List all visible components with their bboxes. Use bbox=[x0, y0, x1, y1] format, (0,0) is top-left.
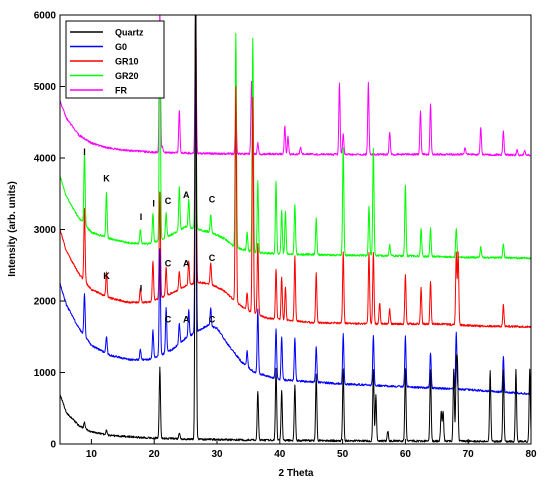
x-tick-label: 70 bbox=[463, 449, 475, 460]
peak-annotation: I bbox=[140, 284, 143, 294]
y-tick-label: 0 bbox=[50, 440, 56, 451]
peak-annotation: A bbox=[183, 190, 190, 200]
y-tick-label: 1000 bbox=[34, 368, 57, 379]
peak-annotation: C bbox=[165, 196, 172, 206]
y-axis-title: Intensity (arb. units) bbox=[7, 181, 18, 277]
legend-label: Quartz bbox=[115, 28, 144, 38]
peak-annotation: A bbox=[183, 259, 190, 269]
y-tick-label: 2000 bbox=[34, 297, 57, 308]
peak-annotation: K bbox=[103, 271, 110, 281]
y-tick-label: 3000 bbox=[34, 225, 57, 236]
peak-annotation: I bbox=[83, 147, 86, 157]
legend-box bbox=[65, 20, 165, 99]
series-line-gr10 bbox=[60, 15, 531, 329]
series-line-gr20 bbox=[60, 15, 531, 260]
x-axis-title: 2 Theta bbox=[278, 468, 313, 479]
y-tick-label: 6000 bbox=[34, 11, 57, 22]
peak-annotation: I bbox=[152, 199, 155, 209]
peak-annotation: C bbox=[209, 253, 216, 263]
peak-annotation: C bbox=[209, 194, 216, 204]
y-tick-label: 4000 bbox=[34, 154, 57, 165]
peak-annotation: I bbox=[140, 212, 143, 222]
series-line-g0 bbox=[60, 45, 531, 396]
x-tick-label: 30 bbox=[211, 449, 223, 460]
legend: Quartz G0 GR10 GR20 FR bbox=[65, 20, 165, 99]
legend-label: GR20 bbox=[115, 71, 139, 81]
x-tick-label: 50 bbox=[337, 449, 349, 460]
x-tick-label: 20 bbox=[149, 449, 161, 460]
x-tick-label: 80 bbox=[525, 449, 537, 460]
peak-annotation: C bbox=[209, 314, 216, 324]
y-tick-label: 5000 bbox=[34, 82, 57, 93]
x-tick-label: 40 bbox=[274, 449, 286, 460]
series-line-quartz bbox=[60, 15, 531, 443]
peak-annotation: C bbox=[165, 314, 172, 324]
peak-annotation: A bbox=[183, 314, 190, 324]
series-line-fr bbox=[60, 15, 531, 157]
x-tick-label: 10 bbox=[86, 449, 98, 460]
legend-label: FR bbox=[115, 86, 127, 96]
peak-annotation: C bbox=[165, 259, 172, 269]
axis-ticks: 10 20 30 40 50 60 70 80 0 1000 2000 3000 4000 5000 600… bbox=[34, 11, 537, 461]
legend-label: GR10 bbox=[115, 57, 139, 67]
peak-annotation: K bbox=[103, 174, 110, 184]
legend-label: G0 bbox=[115, 42, 127, 52]
series-layer bbox=[60, 15, 531, 443]
x-tick-label: 60 bbox=[400, 449, 412, 460]
